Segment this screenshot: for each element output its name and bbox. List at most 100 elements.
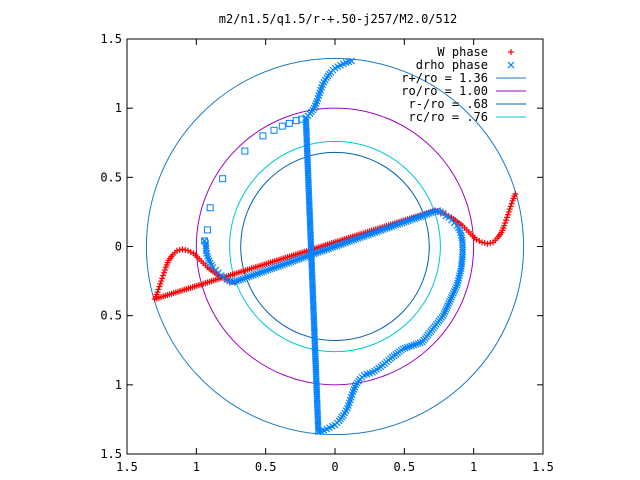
- cross-point: [235, 276, 243, 284]
- cross-point-b: [440, 310, 448, 318]
- cross-point-b: [367, 230, 375, 238]
- cross-point-b: [346, 237, 354, 245]
- cross-point-b: [298, 254, 305, 262]
- cross-point-b: [350, 236, 358, 244]
- cross-point: [367, 230, 375, 238]
- cross-point: [270, 264, 278, 272]
- cross-point: [394, 221, 402, 228]
- cross-point-b: [233, 277, 240, 285]
- cross-point-b: [339, 240, 347, 247]
- circle-r-ro-68: [240, 151, 430, 342]
- plus-point: [476, 237, 483, 244]
- cross-point: [241, 274, 249, 282]
- cross-point-b: [220, 273, 228, 281]
- plus-point: [503, 217, 510, 224]
- cross-point: [408, 342, 415, 350]
- cross-point-b: [383, 224, 391, 232]
- cross-point: [413, 214, 421, 222]
- cross-point-b: [402, 218, 410, 225]
- cross-point: [237, 276, 245, 283]
- cross-point: [314, 248, 322, 256]
- plus-point: [156, 283, 163, 290]
- cross-point: [358, 233, 366, 241]
- cross-point-b: [425, 210, 433, 217]
- cross-point-b: [377, 226, 385, 234]
- cross-point-b: [450, 287, 458, 295]
- cross-point-b: [400, 218, 408, 226]
- cross-point-b: [264, 266, 272, 274]
- cross-point: [310, 250, 318, 258]
- cross-point-b: [243, 273, 251, 281]
- cross-point-b: [441, 308, 449, 316]
- cross-point: [417, 212, 425, 220]
- legend-label: r-/ro = .68: [409, 97, 488, 111]
- cross-point: [443, 304, 451, 311]
- cross-point: [404, 217, 412, 225]
- cross-point: [459, 246, 466, 254]
- legend-label: ro/ro = 1.00: [401, 84, 488, 98]
- cross-point-b: [344, 238, 351, 246]
- cross-point: [308, 251, 316, 258]
- cross-point-b: [451, 285, 459, 293]
- cross-point: [451, 285, 459, 293]
- cross-point-b: [371, 229, 379, 236]
- cross-point-b: [423, 210, 431, 218]
- cross-point: [298, 254, 305, 262]
- cross-point-b: [228, 279, 236, 286]
- cross-point-b: [358, 233, 366, 241]
- y-tick-label: 1: [115, 101, 122, 115]
- plus-point: [504, 211, 511, 218]
- cross-point-b: [356, 234, 364, 242]
- y-tick-label: 1: [115, 378, 122, 392]
- plus-point: [503, 214, 510, 221]
- cross-point: [342, 239, 349, 247]
- cross-point-b: [272, 263, 280, 271]
- cross-point-b: [392, 221, 400, 229]
- x-tick-label: 1: [193, 460, 200, 474]
- cross-point-b: [446, 298, 454, 305]
- cross-point-b: [458, 260, 466, 268]
- cross-point-b: [458, 253, 466, 261]
- square-point: [270, 126, 278, 134]
- cross-point: [302, 253, 310, 261]
- cross-point-b: [373, 228, 381, 236]
- cross-point-b: [445, 300, 453, 307]
- cross-point-b: [388, 223, 395, 231]
- cross-point-b: [239, 275, 247, 283]
- cross-point: [439, 312, 447, 320]
- cross-point: [243, 273, 251, 281]
- cross-point-b: [459, 251, 466, 259]
- y-tick-label: 0.5: [100, 309, 122, 323]
- plus-point: [160, 272, 167, 279]
- legend-label: drho phase: [416, 58, 488, 72]
- y-tick-label: 1.5: [100, 32, 122, 46]
- cross-point: [251, 270, 259, 278]
- plus-point: [154, 289, 161, 296]
- cross-point: [448, 291, 456, 299]
- cross-point: [323, 246, 331, 253]
- cross-point-b: [342, 239, 349, 247]
- cross-point-b: [445, 214, 453, 221]
- cross-point-b: [458, 255, 466, 263]
- cross-point: [449, 289, 457, 297]
- cross-point-b: [279, 261, 287, 269]
- cross-point: [249, 271, 257, 279]
- circle-rc-ro-76: [229, 140, 441, 353]
- cross-point: [356, 234, 364, 242]
- cross-point: [264, 266, 272, 274]
- cross-point-b: [323, 246, 331, 253]
- cross-point: [293, 256, 301, 264]
- cross-point-b: [201, 237, 209, 245]
- cross-point: [369, 229, 377, 237]
- square-point-box: [298, 115, 306, 123]
- cross-point: [281, 260, 289, 268]
- cross-point-b: [390, 222, 398, 230]
- cross-point-b: [449, 289, 457, 297]
- legend-label: W phase: [437, 45, 488, 59]
- cross-point-b: [275, 262, 282, 270]
- cross-point-b: [457, 229, 464, 237]
- cross-point-b: [226, 277, 234, 285]
- cross-point: [459, 251, 466, 259]
- square-point: [201, 237, 209, 245]
